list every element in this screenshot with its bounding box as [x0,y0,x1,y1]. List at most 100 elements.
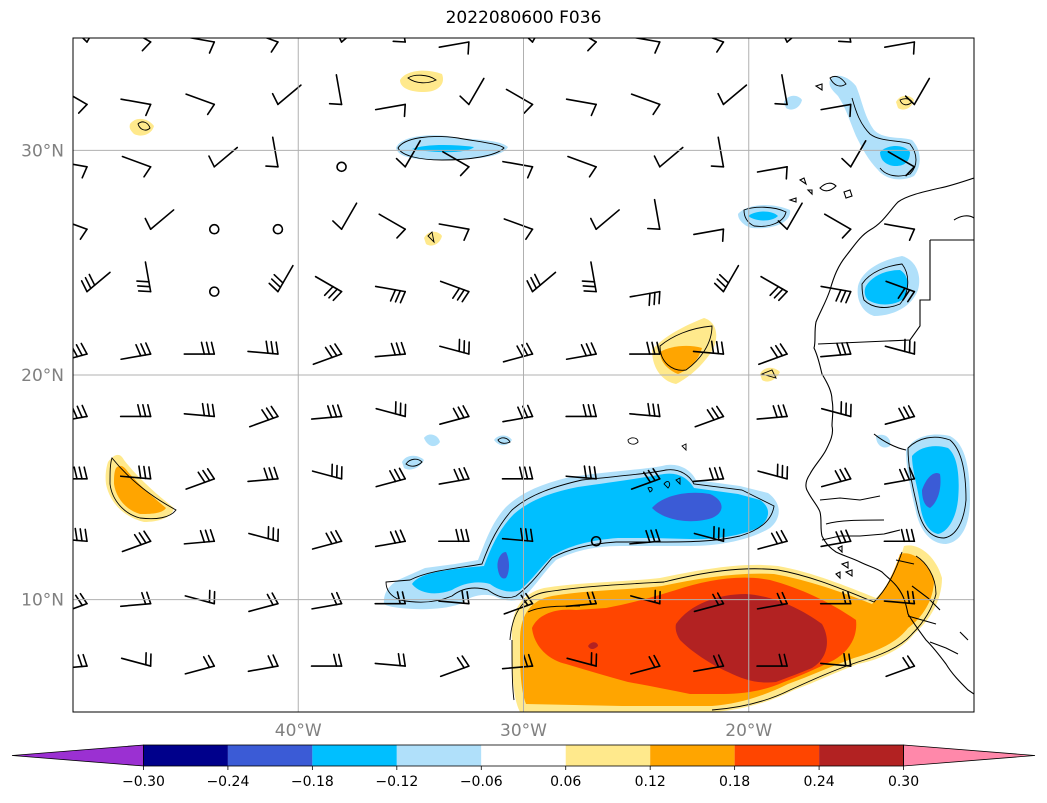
longitude-labels: 40°W 30°W 20°W [275,721,773,741]
wind-barb [777,202,803,231]
wind-barb [185,468,216,490]
wind-barb [590,535,602,547]
wind-barb [268,264,294,293]
wind-barb [820,401,852,418]
wind-barb [505,88,534,114]
wind-barb [374,529,407,548]
wind-barb [374,341,407,358]
wind-barb [837,38,852,43]
wind-barb [375,467,407,488]
wind-barb [629,290,661,307]
wind-barb [184,654,216,675]
wind-barb [565,98,597,117]
wind-barb [756,166,788,180]
colorbar-tick-label: 0.30 [888,774,919,790]
wind-barb [581,261,597,293]
colorbar-tick-label: 0.06 [550,774,581,790]
wind-barb [503,592,534,615]
wind-barb [713,264,740,293]
wind-barb [567,155,597,178]
wind-barb [757,529,788,550]
wind-barb [710,136,725,168]
wind-barb [756,591,788,610]
wind-barb [442,151,470,177]
lat-tick-label: 20°N [21,366,64,386]
wind-barb [760,275,788,302]
wind-barb [589,209,620,231]
wind-barb [183,529,216,545]
wind-barb [501,653,534,670]
wind-barb [183,402,216,418]
wind-barb [630,468,661,490]
wind-barb [884,467,916,485]
wind-barb [693,654,725,673]
wind-barb [314,275,343,302]
lon-tick-label: 40°W [275,721,322,741]
wind-barb [819,591,852,605]
wind-barb [647,198,661,231]
wind-barb [73,466,88,480]
wind-barb [121,155,152,178]
wind-barb [248,592,279,613]
lat-tick-label: 10°N [21,591,64,611]
wind-barb [208,223,220,235]
colorbar-extend-high [903,744,1036,767]
wind-barb [459,77,485,106]
colorbar-tick-label: −0.12 [375,774,418,790]
wind-barb [438,467,470,485]
wind-barb [439,338,470,355]
wind-barb [566,651,598,667]
wind-barb [311,529,343,550]
wind-barb [630,654,661,675]
map-title: 2022080600 F036 [445,8,602,28]
wind-barb [271,84,302,106]
colorbar-segment [819,745,904,766]
wind-barb [81,38,91,43]
wind-barb [338,38,348,43]
wind-barb [884,405,916,426]
wind-barb [248,405,279,428]
wind-barb [374,591,407,605]
colorbar-segment [227,745,313,766]
wind-barb [756,653,788,667]
wind-barb [565,591,597,608]
positive-anomaly-fill [105,70,942,712]
wind-barb [183,341,216,355]
wind-barb [565,403,597,418]
lat-tick-label: 30°N [21,141,64,161]
wind-barb [503,218,534,241]
wind-barb [820,467,852,488]
coastlines-borders [788,83,974,695]
wind-barb [248,525,280,543]
wind-barb [758,343,788,366]
wind-barb [186,38,216,54]
wind-barb [120,342,152,361]
colorbar-outline [143,744,904,767]
wind-barb [820,103,852,118]
wind-barb [757,463,789,480]
wind-barb [692,466,725,483]
wind-barb [820,285,852,304]
wind-barb [73,527,88,543]
wind-barb [884,338,916,355]
wind-barb [73,95,88,114]
wind-barb [247,466,279,483]
wind-barb [784,38,794,43]
wind-barb [823,213,852,239]
colorbar-extend-low [11,744,144,767]
wind-barb [883,590,916,605]
wind-barb [632,38,661,54]
colorbar-segment [481,745,566,766]
wind-barb [884,223,916,242]
wind-barb [73,163,88,179]
wind-barb [73,404,88,420]
wind-barb [120,98,152,117]
wind-barb [120,651,152,667]
wind-barb [310,653,343,667]
wind-barb [841,140,867,168]
colorbar-tick-label: 0.18 [719,774,750,790]
wind-barb [883,528,916,543]
colorbar-segment [396,745,482,766]
colorbar-segment [565,745,651,766]
